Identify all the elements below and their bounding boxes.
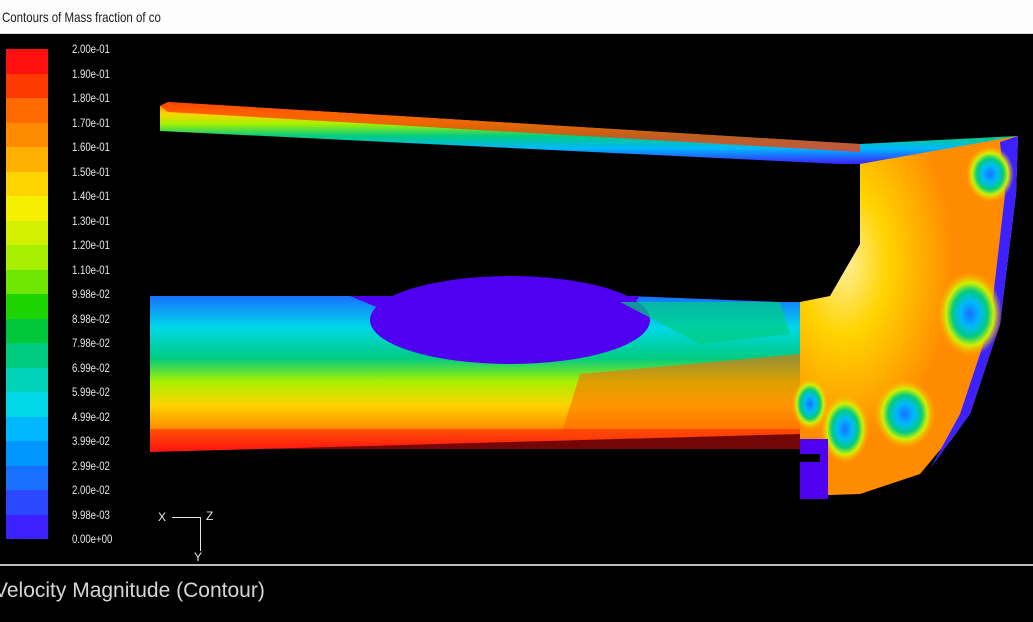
color-scale-label: 0.00e+00 [72,532,113,546]
color-scale-label: 2.00e-02 [72,483,110,497]
color-scale-label: 1.20e-01 [72,238,110,252]
axis-x-label: X [158,510,167,524]
contour-plot[interactable] [0,34,1033,564]
color-scale-swatch [6,220,48,245]
axis-y-label: Y [194,550,203,564]
color-scale-swatch [6,269,48,294]
color-scale-swatch [6,416,48,441]
color-scale-swatch [6,171,48,196]
color-scale-swatch [6,245,48,270]
panel-divider [0,564,1033,566]
color-scale-label: 1.30e-01 [72,213,110,228]
color-scale-label: 6.99e-02 [72,360,110,375]
color-scale-swatch [6,49,48,74]
color-scale-label: 1.40e-01 [72,189,110,203]
color-scale-swatch [6,122,48,147]
color-scale-label: 1.10e-01 [72,262,110,277]
color-scale-swatch [6,294,48,319]
color-scale-swatch [6,343,48,368]
status-panel: Velocity Magnitude (Contour) [0,566,1033,622]
color-scale-swatch [6,514,48,539]
color-scale-swatch [6,392,48,417]
color-scale-label: 1.50e-01 [72,164,110,179]
color-scale-label: 4.99e-02 [72,409,110,424]
color-scale-swatch [6,465,48,490]
axes-triad: X Z Y [150,504,230,564]
color-scale-swatch [6,490,48,515]
color-scale-swatch [6,73,48,98]
color-scale: 2.00e-01 1.90e-01 1.80e-01 1.70e-01 1.60e-01… [6,42,112,546]
color-scale-label: 7.98e-02 [72,336,110,350]
color-scale-swatch [6,147,48,172]
window-title: Contours of Mass fraction of co [2,9,161,25]
color-scale-swatch [6,441,48,466]
graphics-viewport[interactable]: 2.00e-01 1.90e-01 1.80e-01 1.70e-01 1.60e-01… [0,34,1033,564]
color-scale-label: 3.99e-02 [72,434,110,448]
color-scale-label: 1.60e-01 [72,140,110,154]
color-scale-label: 1.90e-01 [72,66,110,81]
color-scale-swatch [6,98,48,123]
color-scale-label: 1.80e-01 [72,91,110,105]
color-scale-label: 8.98e-02 [72,311,110,326]
status-label: Velocity Magnitude (Contour) [0,579,265,602]
color-scale-label: 1.70e-01 [72,115,110,130]
color-scale-swatch [6,367,48,392]
color-scale-swatch [6,318,48,343]
axis-z-label: Z [206,509,214,523]
color-scale-label: 2.00e-01 [72,42,110,56]
color-scale-label: 9.98e-03 [72,507,110,522]
color-scale-label: 9.98e-02 [72,287,110,301]
color-scale-swatch [6,196,48,221]
title-bar: Contours of Mass fraction of co [0,0,1033,34]
color-scale-label: 2.99e-02 [72,458,110,473]
color-scale-label: 5.99e-02 [72,385,110,399]
